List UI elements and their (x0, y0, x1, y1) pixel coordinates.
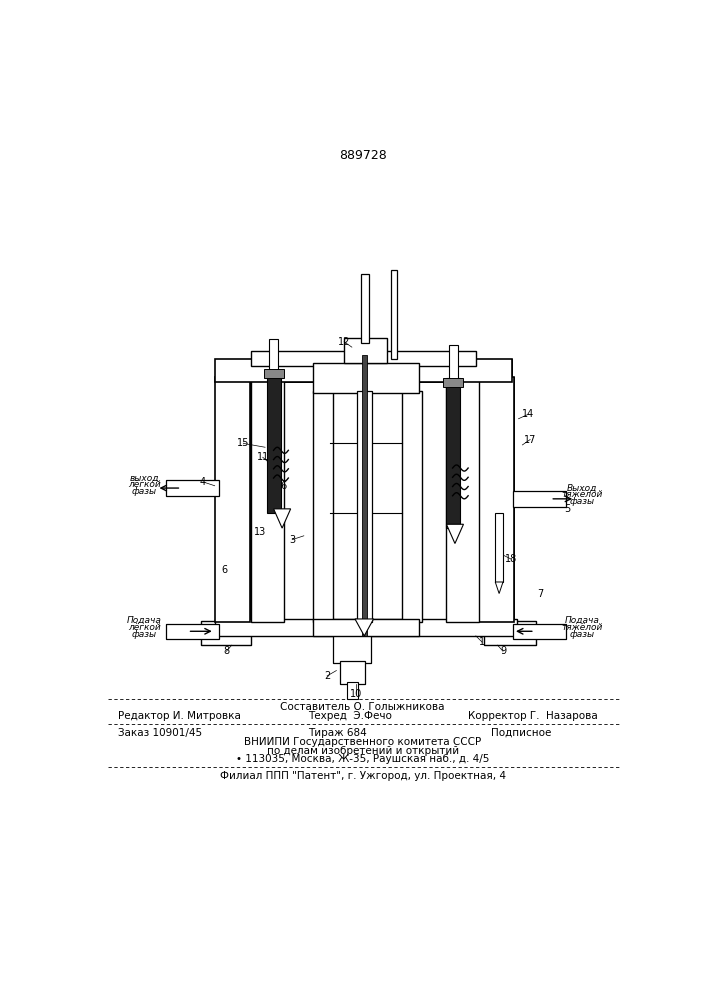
Text: 12: 12 (338, 337, 350, 347)
Bar (251, 351, 476, 366)
Text: Редактор И. Митровка: Редактор И. Митровка (118, 711, 240, 721)
Text: 889728: 889728 (339, 149, 387, 162)
Bar (313, 619, 419, 636)
Text: тяжёлой: тяжёлой (561, 490, 603, 499)
Text: Филиал ППП "Патент", г. Ужгород, ул. Проектная, 4: Филиал ППП "Патент", г. Ужгород, ул. Про… (220, 771, 506, 781)
Bar (215, 619, 517, 636)
Text: 4: 4 (200, 477, 206, 487)
Bar (313, 391, 332, 622)
Bar (347, 682, 358, 699)
Text: лёгкой: лёгкой (128, 623, 160, 632)
Bar (478, 377, 514, 622)
Text: 8: 8 (223, 646, 229, 656)
Bar (166, 480, 218, 496)
Text: Подача: Подача (127, 616, 162, 625)
Bar (166, 624, 218, 639)
Bar (313, 619, 419, 636)
Bar (340, 661, 365, 684)
Bar (201, 620, 251, 645)
Text: 3: 3 (289, 535, 296, 545)
Bar (313, 391, 332, 622)
Bar (362, 355, 367, 636)
Polygon shape (495, 582, 503, 594)
Bar (513, 491, 566, 507)
Bar (166, 480, 218, 496)
Bar (402, 391, 421, 622)
Text: Выход: Выход (567, 484, 597, 493)
Polygon shape (446, 524, 464, 544)
Bar (215, 377, 250, 622)
Bar (513, 624, 566, 639)
Polygon shape (274, 509, 291, 528)
Text: Тираж 684: Тираж 684 (308, 728, 367, 738)
Bar (513, 491, 566, 507)
Text: фазы: фазы (132, 487, 157, 496)
Text: 2: 2 (324, 671, 330, 681)
Bar (215, 377, 250, 622)
Bar (443, 378, 464, 387)
Bar (215, 619, 517, 636)
Bar (446, 377, 479, 622)
Text: 1: 1 (479, 637, 485, 647)
Text: 17: 17 (524, 435, 537, 445)
Text: фазы: фазы (569, 497, 595, 506)
Polygon shape (355, 619, 373, 636)
Bar (446, 378, 460, 528)
Text: фазы: фазы (569, 630, 595, 639)
Text: 9: 9 (500, 646, 506, 656)
Text: 11: 11 (257, 452, 269, 462)
Bar (449, 345, 458, 383)
Bar (391, 270, 397, 359)
Text: 13: 13 (255, 527, 267, 537)
Text: 14: 14 (522, 409, 534, 419)
Text: 15: 15 (237, 438, 250, 448)
Bar (267, 370, 281, 513)
Text: Подписное: Подписное (491, 728, 551, 738)
Text: • 113035, Москва, Ж-35, Раушская наб., д. 4/5: • 113035, Москва, Ж-35, Раушская наб., д… (236, 754, 489, 764)
Bar (332, 634, 371, 663)
Bar (344, 338, 387, 363)
Text: выход: выход (129, 474, 159, 483)
Bar (513, 624, 566, 639)
Bar (215, 359, 513, 382)
Bar (201, 620, 251, 645)
Bar (215, 359, 513, 382)
Text: по делам изобретений и открытий: по делам изобретений и открытий (267, 746, 459, 756)
Bar (251, 351, 476, 366)
Text: лёгкой: лёгкой (128, 480, 160, 489)
Text: фазы: фазы (132, 630, 157, 639)
Bar (478, 377, 514, 622)
Bar (264, 369, 284, 378)
Bar (484, 620, 535, 645)
Bar (269, 339, 279, 374)
Text: 7: 7 (537, 589, 543, 599)
Text: ВНИИПИ Государственного комитета СССР: ВНИИПИ Государственного комитета СССР (244, 737, 481, 747)
Text: Техред  Э.Фечо: Техред Э.Фечо (308, 711, 392, 721)
Text: 16: 16 (276, 481, 288, 491)
Bar (251, 377, 284, 622)
Bar (484, 620, 535, 645)
Bar (313, 363, 419, 393)
Bar (332, 634, 371, 663)
Bar (446, 377, 479, 622)
Text: 18: 18 (505, 554, 517, 564)
Text: тяжёлой: тяжёлой (561, 623, 603, 632)
Text: Составитель О. Голыжникова: Составитель О. Голыжникова (281, 702, 445, 712)
Bar (402, 391, 421, 622)
Bar (495, 513, 503, 582)
Text: Корректор Г.  Назарова: Корректор Г. Назарова (468, 711, 598, 721)
Text: Заказ 10901/45: Заказ 10901/45 (118, 728, 202, 738)
Bar (166, 624, 218, 639)
Text: Подача: Подача (565, 616, 600, 625)
Text: 6: 6 (221, 565, 227, 575)
Text: 5: 5 (564, 504, 571, 514)
Text: 10: 10 (350, 689, 362, 699)
Bar (356, 391, 372, 622)
Bar (313, 363, 419, 393)
Bar (361, 274, 369, 343)
Bar (251, 377, 284, 622)
Bar (340, 661, 365, 684)
Bar (344, 338, 387, 363)
